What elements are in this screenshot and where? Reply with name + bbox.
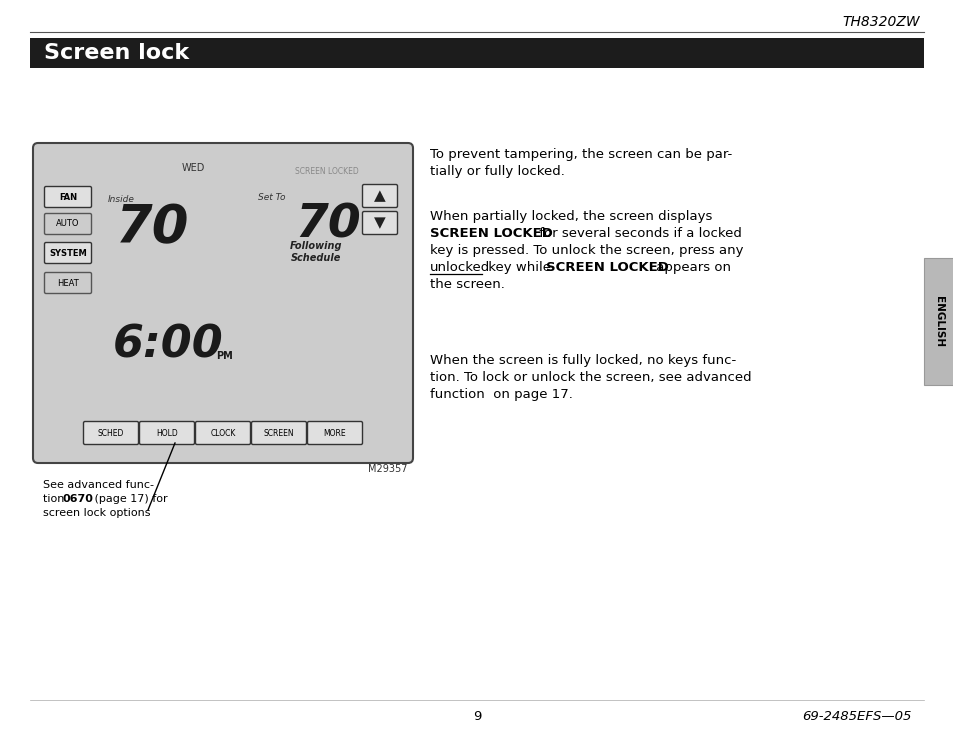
Text: 9: 9 xyxy=(473,709,480,723)
Text: ENGLISH: ENGLISH xyxy=(933,296,943,347)
Text: See advanced func-: See advanced func- xyxy=(43,480,153,490)
Text: screen lock options: screen lock options xyxy=(43,508,151,518)
Text: PM: PM xyxy=(215,351,233,361)
Text: function  on page 17.: function on page 17. xyxy=(430,388,572,401)
Text: FAN: FAN xyxy=(59,193,77,201)
Text: appears on: appears on xyxy=(651,261,730,274)
Text: To prevent tampering, the screen can be par-: To prevent tampering, the screen can be … xyxy=(430,148,732,161)
FancyBboxPatch shape xyxy=(45,243,91,263)
Text: Inside: Inside xyxy=(108,196,134,204)
Text: CLOCK: CLOCK xyxy=(210,429,235,438)
Text: When partially locked, the screen displays: When partially locked, the screen displa… xyxy=(430,210,712,223)
Text: 0670: 0670 xyxy=(63,494,93,504)
FancyBboxPatch shape xyxy=(362,212,397,235)
Text: SCHED: SCHED xyxy=(98,429,124,438)
Text: ▲: ▲ xyxy=(374,188,385,204)
FancyBboxPatch shape xyxy=(139,421,194,444)
FancyBboxPatch shape xyxy=(30,38,923,68)
Text: ▼: ▼ xyxy=(374,215,385,230)
Text: tion. To lock or unlock the screen, see advanced: tion. To lock or unlock the screen, see … xyxy=(430,371,751,384)
Text: SCREEN: SCREEN xyxy=(263,429,294,438)
Text: HEAT: HEAT xyxy=(57,278,79,288)
Text: (page 17) for: (page 17) for xyxy=(91,494,168,504)
Text: M29357: M29357 xyxy=(368,464,408,474)
Text: SCREEN LOCKED: SCREEN LOCKED xyxy=(294,168,358,176)
Text: tion: tion xyxy=(43,494,68,504)
Text: key while: key while xyxy=(483,261,555,274)
FancyBboxPatch shape xyxy=(45,213,91,235)
FancyBboxPatch shape xyxy=(33,143,413,463)
FancyBboxPatch shape xyxy=(45,272,91,294)
Text: 70: 70 xyxy=(294,202,360,247)
FancyBboxPatch shape xyxy=(252,421,306,444)
FancyBboxPatch shape xyxy=(45,187,91,207)
FancyBboxPatch shape xyxy=(84,421,138,444)
Text: the screen.: the screen. xyxy=(430,278,504,291)
Text: for several seconds if a locked: for several seconds if a locked xyxy=(535,227,741,240)
Text: 70: 70 xyxy=(116,202,190,254)
Text: AUTO: AUTO xyxy=(56,219,80,229)
Text: 69-2485EFS—05: 69-2485EFS—05 xyxy=(801,709,911,723)
FancyBboxPatch shape xyxy=(195,421,251,444)
Text: SYSTEM: SYSTEM xyxy=(49,249,87,258)
Text: unlocked: unlocked xyxy=(430,261,490,274)
Text: When the screen is fully locked, no keys func-: When the screen is fully locked, no keys… xyxy=(430,354,736,367)
Text: SCREEN LOCKED: SCREEN LOCKED xyxy=(545,261,668,274)
Text: SCREEN LOCKED: SCREEN LOCKED xyxy=(430,227,553,240)
Text: TH8320ZW: TH8320ZW xyxy=(841,15,919,29)
FancyBboxPatch shape xyxy=(923,258,953,385)
Text: MORE: MORE xyxy=(323,429,346,438)
Text: Set To: Set To xyxy=(257,193,285,202)
FancyBboxPatch shape xyxy=(362,184,397,207)
Text: Screen lock: Screen lock xyxy=(44,43,189,63)
Text: Following
Schedule: Following Schedule xyxy=(290,241,342,263)
Text: HOLD: HOLD xyxy=(156,429,177,438)
Text: WED: WED xyxy=(181,163,205,173)
FancyBboxPatch shape xyxy=(307,421,362,444)
Text: tially or fully locked.: tially or fully locked. xyxy=(430,165,564,178)
Text: key is pressed. To unlock the screen, press any: key is pressed. To unlock the screen, pr… xyxy=(430,244,742,257)
Text: 6:00: 6:00 xyxy=(112,323,224,367)
